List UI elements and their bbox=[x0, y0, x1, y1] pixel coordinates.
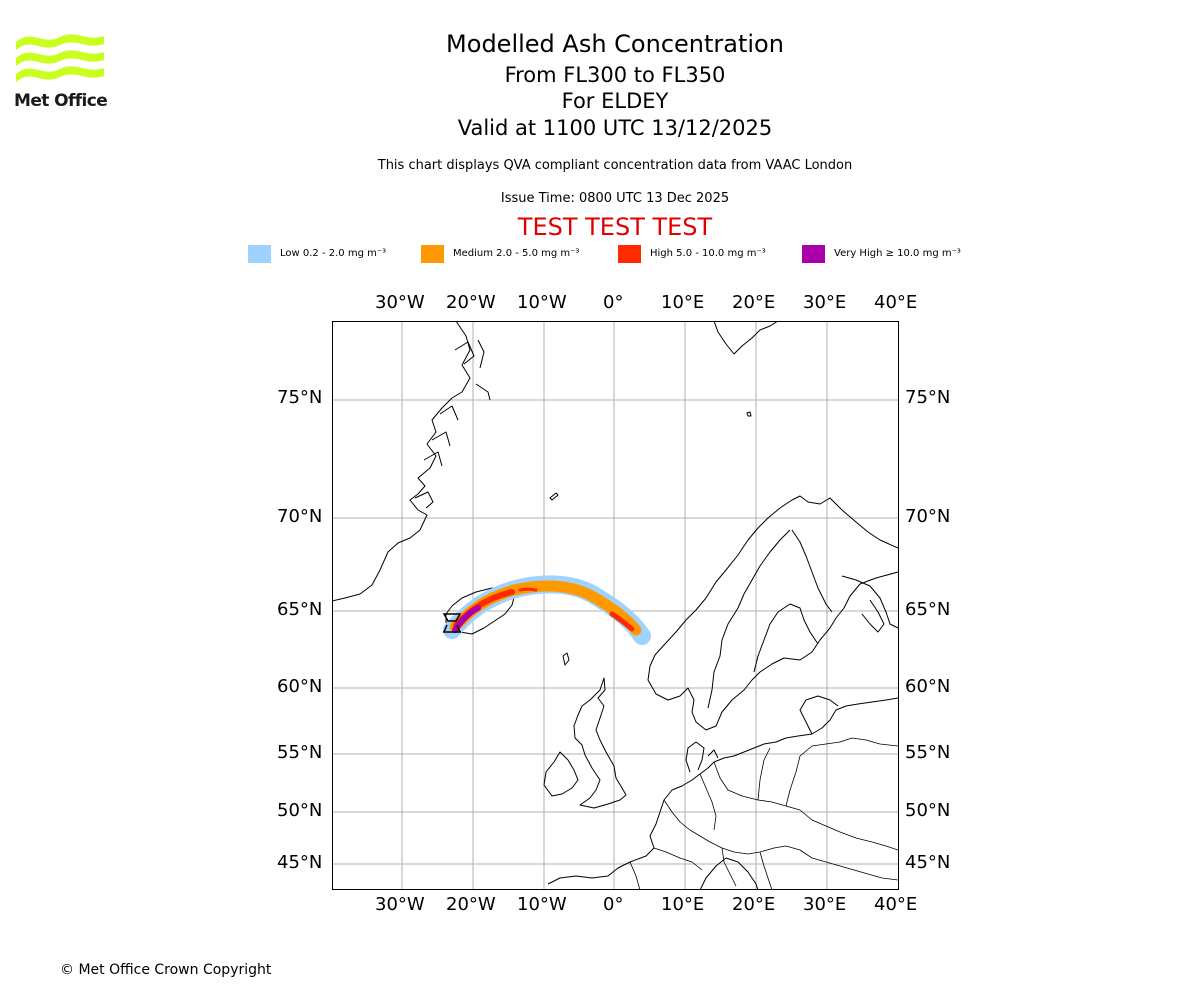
copyright-notice: © Met Office Crown Copyright bbox=[60, 962, 272, 978]
border-norway-sweden bbox=[707, 529, 791, 709]
coastline-bear-island bbox=[746, 411, 752, 417]
lat-label-left: 45°N bbox=[277, 852, 323, 873]
coastline-scandinavia bbox=[649, 495, 899, 667]
legend-swatch-high bbox=[618, 245, 641, 263]
logo-wave-3 bbox=[16, 66, 104, 82]
logo-text: Met Office bbox=[14, 91, 108, 111]
legend-swatch-very-high bbox=[802, 245, 825, 263]
coastline-baltic-states bbox=[799, 695, 839, 735]
lon-label-bottom: 20°W bbox=[446, 894, 496, 915]
lat-label-right: 60°N bbox=[905, 676, 951, 697]
coastline-gulf-of-bothnia bbox=[753, 603, 819, 673]
logo-wave-1 bbox=[16, 34, 104, 50]
lon-label-top: 20°E bbox=[732, 292, 776, 313]
issue-time: Issue Time: 0800 UTC 13 Dec 2025 bbox=[500, 191, 730, 206]
legend-label-very-high: Very High ≥ 10.0 mg m⁻³ bbox=[834, 248, 961, 259]
coastline-europe bbox=[547, 697, 899, 885]
coastline-svalbard bbox=[713, 321, 779, 355]
lat-label-left: 70°N bbox=[277, 506, 323, 527]
ash-plume bbox=[443, 575, 651, 645]
lat-label-left: 50°N bbox=[277, 800, 323, 821]
ash-map bbox=[332, 321, 899, 890]
lon-label-bottom: 0° bbox=[603, 894, 624, 915]
lon-label-top: 0° bbox=[603, 292, 624, 313]
coastline-white-sea bbox=[861, 599, 885, 633]
lat-label-left: 55°N bbox=[277, 742, 323, 763]
lon-label-top: 40°E bbox=[874, 292, 918, 313]
lat-label-left: 65°N bbox=[277, 599, 323, 620]
country-borders bbox=[629, 737, 899, 890]
graticule bbox=[332, 321, 898, 890]
legend-label-low: Low 0.2 - 2.0 mg m⁻³ bbox=[280, 248, 387, 259]
lon-label-bottom: 20°E bbox=[732, 894, 776, 915]
coastline-italy-adriatic bbox=[699, 857, 759, 890]
coastline-greenland bbox=[332, 321, 471, 602]
flight-level-range: From FL300 to FL350 bbox=[504, 63, 726, 87]
coastline-ireland bbox=[543, 751, 579, 797]
region-label: For ELDEY bbox=[561, 89, 669, 113]
lon-label-top: 30°W bbox=[375, 292, 425, 313]
legend-swatch-low bbox=[248, 245, 271, 263]
valid-time: Valid at 1100 UTC 13/12/2025 bbox=[457, 116, 773, 140]
lon-label-bottom: 40°E bbox=[874, 894, 918, 915]
lon-label-bottom: 30°E bbox=[803, 894, 847, 915]
ash-layer-high bbox=[518, 587, 538, 592]
coastline-great-britain bbox=[573, 677, 627, 809]
lon-label-bottom: 30°W bbox=[375, 894, 425, 915]
legend-label-high: High 5.0 - 10.0 mg m⁻³ bbox=[650, 248, 766, 259]
logo-wave-2 bbox=[16, 50, 104, 66]
map-frame bbox=[332, 321, 899, 890]
lat-label-left: 75°N bbox=[277, 387, 323, 408]
border-sweden-finland bbox=[791, 529, 833, 613]
chart-description: This chart displays QVA compliant concen… bbox=[377, 158, 853, 173]
lat-label-right: 55°N bbox=[905, 742, 951, 763]
legend-swatch-medium bbox=[421, 245, 444, 263]
lon-label-top: 20°W bbox=[446, 292, 496, 313]
chart-title: Modelled Ash Concentration bbox=[446, 30, 784, 58]
legend-label-medium: Medium 2.0 - 5.0 mg m⁻³ bbox=[453, 248, 580, 259]
lon-label-bottom: 10°W bbox=[517, 894, 567, 915]
lat-label-right: 50°N bbox=[905, 800, 951, 821]
coastline-jan-mayen bbox=[549, 492, 559, 501]
lat-label-left: 60°N bbox=[277, 676, 323, 697]
lat-label-right: 70°N bbox=[905, 506, 951, 527]
coastline-scandinavia-south bbox=[647, 571, 899, 731]
lat-label-right: 75°N bbox=[905, 387, 951, 408]
met-office-logo-icon bbox=[16, 34, 104, 82]
volcano-marker-icon bbox=[442, 613, 462, 633]
lon-label-bottom: 10°E bbox=[661, 894, 705, 915]
coastline-denmark bbox=[685, 741, 719, 773]
lat-label-right: 65°N bbox=[905, 599, 951, 620]
coastline-kola bbox=[841, 575, 899, 629]
coastline-greenland-fjords bbox=[414, 339, 491, 509]
ash-layer-very-high bbox=[452, 605, 481, 633]
lon-label-top: 30°E bbox=[803, 292, 847, 313]
coastlines bbox=[332, 321, 899, 890]
ash-layer-high bbox=[609, 611, 635, 632]
lon-label-top: 10°E bbox=[661, 292, 705, 313]
test-banner: TEST TEST TEST bbox=[517, 213, 713, 241]
lon-label-top: 10°W bbox=[517, 292, 567, 313]
coastline-faroes bbox=[562, 652, 570, 666]
lat-label-right: 45°N bbox=[905, 852, 951, 873]
